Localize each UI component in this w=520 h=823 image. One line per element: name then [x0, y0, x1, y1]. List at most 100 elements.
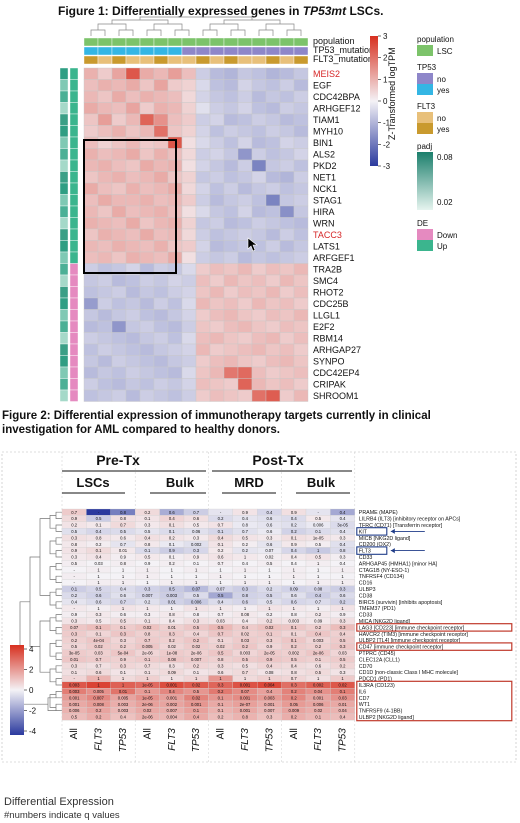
qvalue-label: 0.5 — [120, 529, 126, 534]
qvalue-label: 4e-04 — [93, 638, 104, 643]
qvalue-label: 0.1 — [315, 657, 321, 662]
qvalue-label: 0.5 — [193, 593, 199, 598]
qvalue-label: 5e-04 — [118, 651, 129, 656]
qvalue-label: 0.3 — [120, 663, 126, 668]
qvalue-label: 0.5 — [266, 593, 272, 598]
figure2-title: Figure 2: Differential expression of imm… — [2, 410, 431, 436]
legend-flt3-title: FLT3 — [417, 102, 436, 111]
legend-de-title: DE — [417, 219, 428, 228]
column-label: FLT3 — [167, 728, 178, 751]
figure2-colorbar-tick: -4 — [29, 727, 37, 736]
qvalue-label: 0.8 — [120, 561, 126, 566]
qvalue-label: 1e-05 — [313, 535, 324, 540]
target-label: LILRB4 (ILT3) [inhibitory receptor on AP… — [359, 517, 461, 523]
figure1-annotation-bars — [83, 37, 309, 65]
gene-label: MEIS2 — [313, 69, 340, 79]
qvalue-label: 0.2 — [291, 695, 297, 700]
gene-label: E2F2 — [313, 322, 335, 332]
colorbar-tick: 3 — [383, 32, 388, 41]
qvalue-label: 0.3 — [169, 631, 175, 636]
target-label: TMEM37 (PD1) — [359, 606, 396, 612]
qvalue-label: 0.3 — [144, 612, 150, 617]
qvalue-label: 0.02 — [339, 683, 348, 688]
header-pre-tx: Pre-Tx — [96, 452, 140, 468]
header-post-tx: Post-Tx — [252, 452, 304, 468]
qvalue-label: 0.07 — [70, 625, 79, 630]
legend-population-title: population — [417, 35, 454, 44]
gene-label: CDC42EP4 — [313, 368, 360, 378]
qvalue-label: 0.02 — [241, 631, 250, 636]
qvalue-label: 0.08 — [241, 612, 250, 617]
annotation-label-flt3: FLT3_mutation — [313, 54, 373, 64]
qvalue-label: 0.7 — [218, 561, 224, 566]
qvalue-label: 0.1 — [291, 625, 297, 630]
legend-up-label: Up — [437, 242, 448, 251]
qvalue-label: 0.3 — [193, 619, 199, 624]
figure1-highlight-box — [83, 139, 177, 274]
qvalue-label: 0.006 — [313, 702, 324, 707]
qvalue-label: 0.4 — [218, 535, 224, 540]
qvalue-label: 0.02 — [192, 695, 201, 700]
qvalue-label: 0.2 — [169, 535, 175, 540]
qvalue-label: 0.5 — [193, 523, 199, 528]
qvalue-label: 0.01 — [119, 548, 128, 553]
qvalue-label: 0.2 — [266, 619, 272, 624]
legend-padj-title: padj — [417, 142, 432, 151]
qvalue-label: 0.04 — [314, 689, 323, 694]
qvalue-label: 0.9 — [340, 612, 346, 617]
qvalue-label: 0.01 — [168, 625, 177, 630]
qvalue-label: 0.2 — [242, 548, 248, 553]
qvalue-label: 0.03 — [217, 619, 226, 624]
qvalue-label: 0.2 — [218, 715, 224, 720]
qvalue-label: 0.01 — [70, 657, 79, 662]
gene-label: MYH10 — [313, 126, 343, 136]
qvalue-label: 0.9 — [120, 657, 126, 662]
target-label: IL3RA (CD123) — [359, 683, 395, 689]
qvalue-label: 0.2 — [96, 708, 102, 713]
qvalue-label: 0.1 — [144, 657, 150, 662]
qvalue-label: 0.1 — [144, 689, 150, 694]
qvalue-label: 0.007 — [142, 593, 153, 598]
qvalue-label: 0.2 — [266, 587, 272, 592]
qvalue-label: 0.5 — [315, 670, 321, 675]
figure2-colorbar-gradient — [10, 645, 24, 735]
qvalue-label: 0.002 — [313, 683, 324, 688]
gene-label: PKD2 — [313, 161, 337, 171]
qvalue-label: 0.4 — [266, 663, 272, 668]
qvalue-label: 0.6 — [193, 516, 199, 521]
legend-flt3-yes-label: yes — [437, 125, 449, 134]
gene-label: TRA2B — [313, 264, 342, 274]
qvalue-label: 0.4 — [96, 555, 102, 560]
target-label: CLEC12A (CLL1) — [359, 657, 400, 663]
qvalue-label: 0.4 — [340, 561, 346, 566]
qvalue-label: 0.4 — [340, 631, 346, 636]
gene-label: RHOT2 — [313, 287, 344, 297]
qvalue-label: 0.002 — [191, 542, 202, 547]
qvalue-label: 0.6 — [120, 612, 126, 617]
qvalue-label: 0.001 — [69, 695, 80, 700]
qvalue-label: 0.3 — [71, 619, 77, 624]
qvalue-label: 0.003 — [69, 683, 80, 688]
legend-down-label: Down — [437, 231, 457, 240]
target-label: CD47 [immune checkpoint receptor] — [359, 645, 444, 651]
colorbar-tick: -3 — [383, 162, 391, 171]
qvalue-label: 0.007 — [191, 657, 202, 662]
qvalue-label: 0.2 — [71, 593, 77, 598]
qvalue-label: 0.4 — [266, 689, 272, 694]
qvalue-label: 0.006 — [69, 708, 80, 713]
legend-swatch-flt3-yes — [417, 123, 433, 134]
qvalue-label: 0.6 — [266, 542, 272, 547]
header-lscs: LSCs — [76, 475, 109, 490]
qvalue-label: 0.9 — [266, 644, 272, 649]
legend-swatch-lsc — [417, 45, 433, 56]
heatmap-cell — [293, 389, 309, 402]
qvalue-label: 0.07 — [192, 587, 201, 592]
qvalue-label: 0.08 — [168, 657, 177, 662]
qvalue-label: 0.05 — [290, 702, 299, 707]
qvalue-label: 0.7 — [144, 663, 150, 668]
figure2-row-labels: PRAME (MAPE)LILRB4 (ILT3) [inhibitory re… — [359, 510, 469, 721]
colorbar-tick: -2 — [383, 140, 391, 149]
qvalue-label: 0.001 — [167, 695, 178, 700]
target-label: CD1D [non-classic Class I MHC molecule] — [359, 670, 459, 676]
qvalue-label: 0.7 — [96, 663, 102, 668]
